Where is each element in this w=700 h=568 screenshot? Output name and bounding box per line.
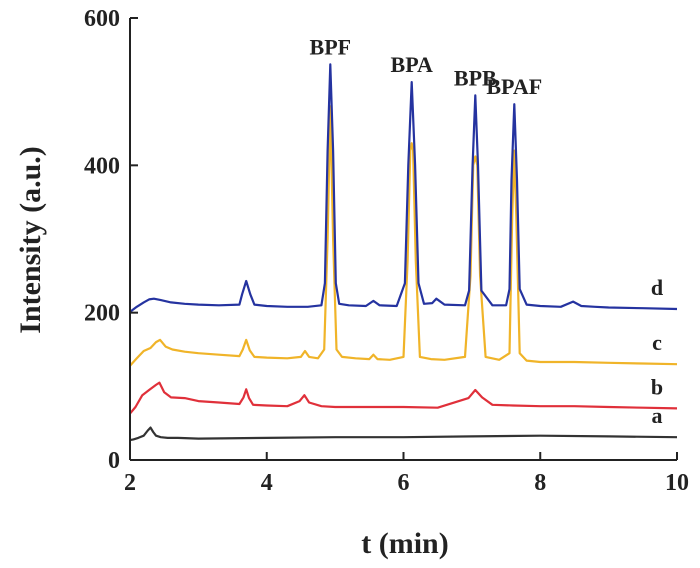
y-tick-label: 600 — [84, 6, 120, 32]
ticks-layer: 2 4 6 8 10 0 200 400 600 — [84, 6, 689, 496]
trace-label-d: d — [651, 275, 663, 300]
peak-label-bpb: BPB — [454, 65, 497, 90]
x-tick-label: 10 — [665, 470, 689, 496]
x-tick-label: 4 — [261, 470, 273, 496]
axes-layer — [129, 18, 677, 461]
trace-label-c: c — [652, 330, 662, 355]
x-tick-label: 2 — [124, 470, 136, 496]
series-line-d — [129, 63, 678, 313]
peak-label-bpaf: BPAF — [486, 74, 542, 99]
y-tick-label: 200 — [84, 301, 120, 327]
peak-label-bpf: BPF — [310, 34, 352, 59]
peak-label-bpa: BPA — [391, 52, 433, 77]
series-line-b — [129, 381, 678, 415]
series-line-c — [129, 105, 678, 367]
x-tick-label: 8 — [534, 470, 546, 496]
trace-label-b: b — [651, 374, 663, 399]
series-line-a — [129, 426, 678, 442]
y-tick-label: 400 — [84, 153, 120, 179]
trace-label-a: a — [652, 403, 663, 428]
series-layer — [129, 63, 678, 442]
x-axis-title: t (min) — [361, 527, 448, 560]
y-axis-title: Intensity (a.u.) — [14, 146, 47, 334]
x-tick-label: 6 — [398, 470, 410, 496]
y-tick-label: 0 — [108, 448, 120, 474]
